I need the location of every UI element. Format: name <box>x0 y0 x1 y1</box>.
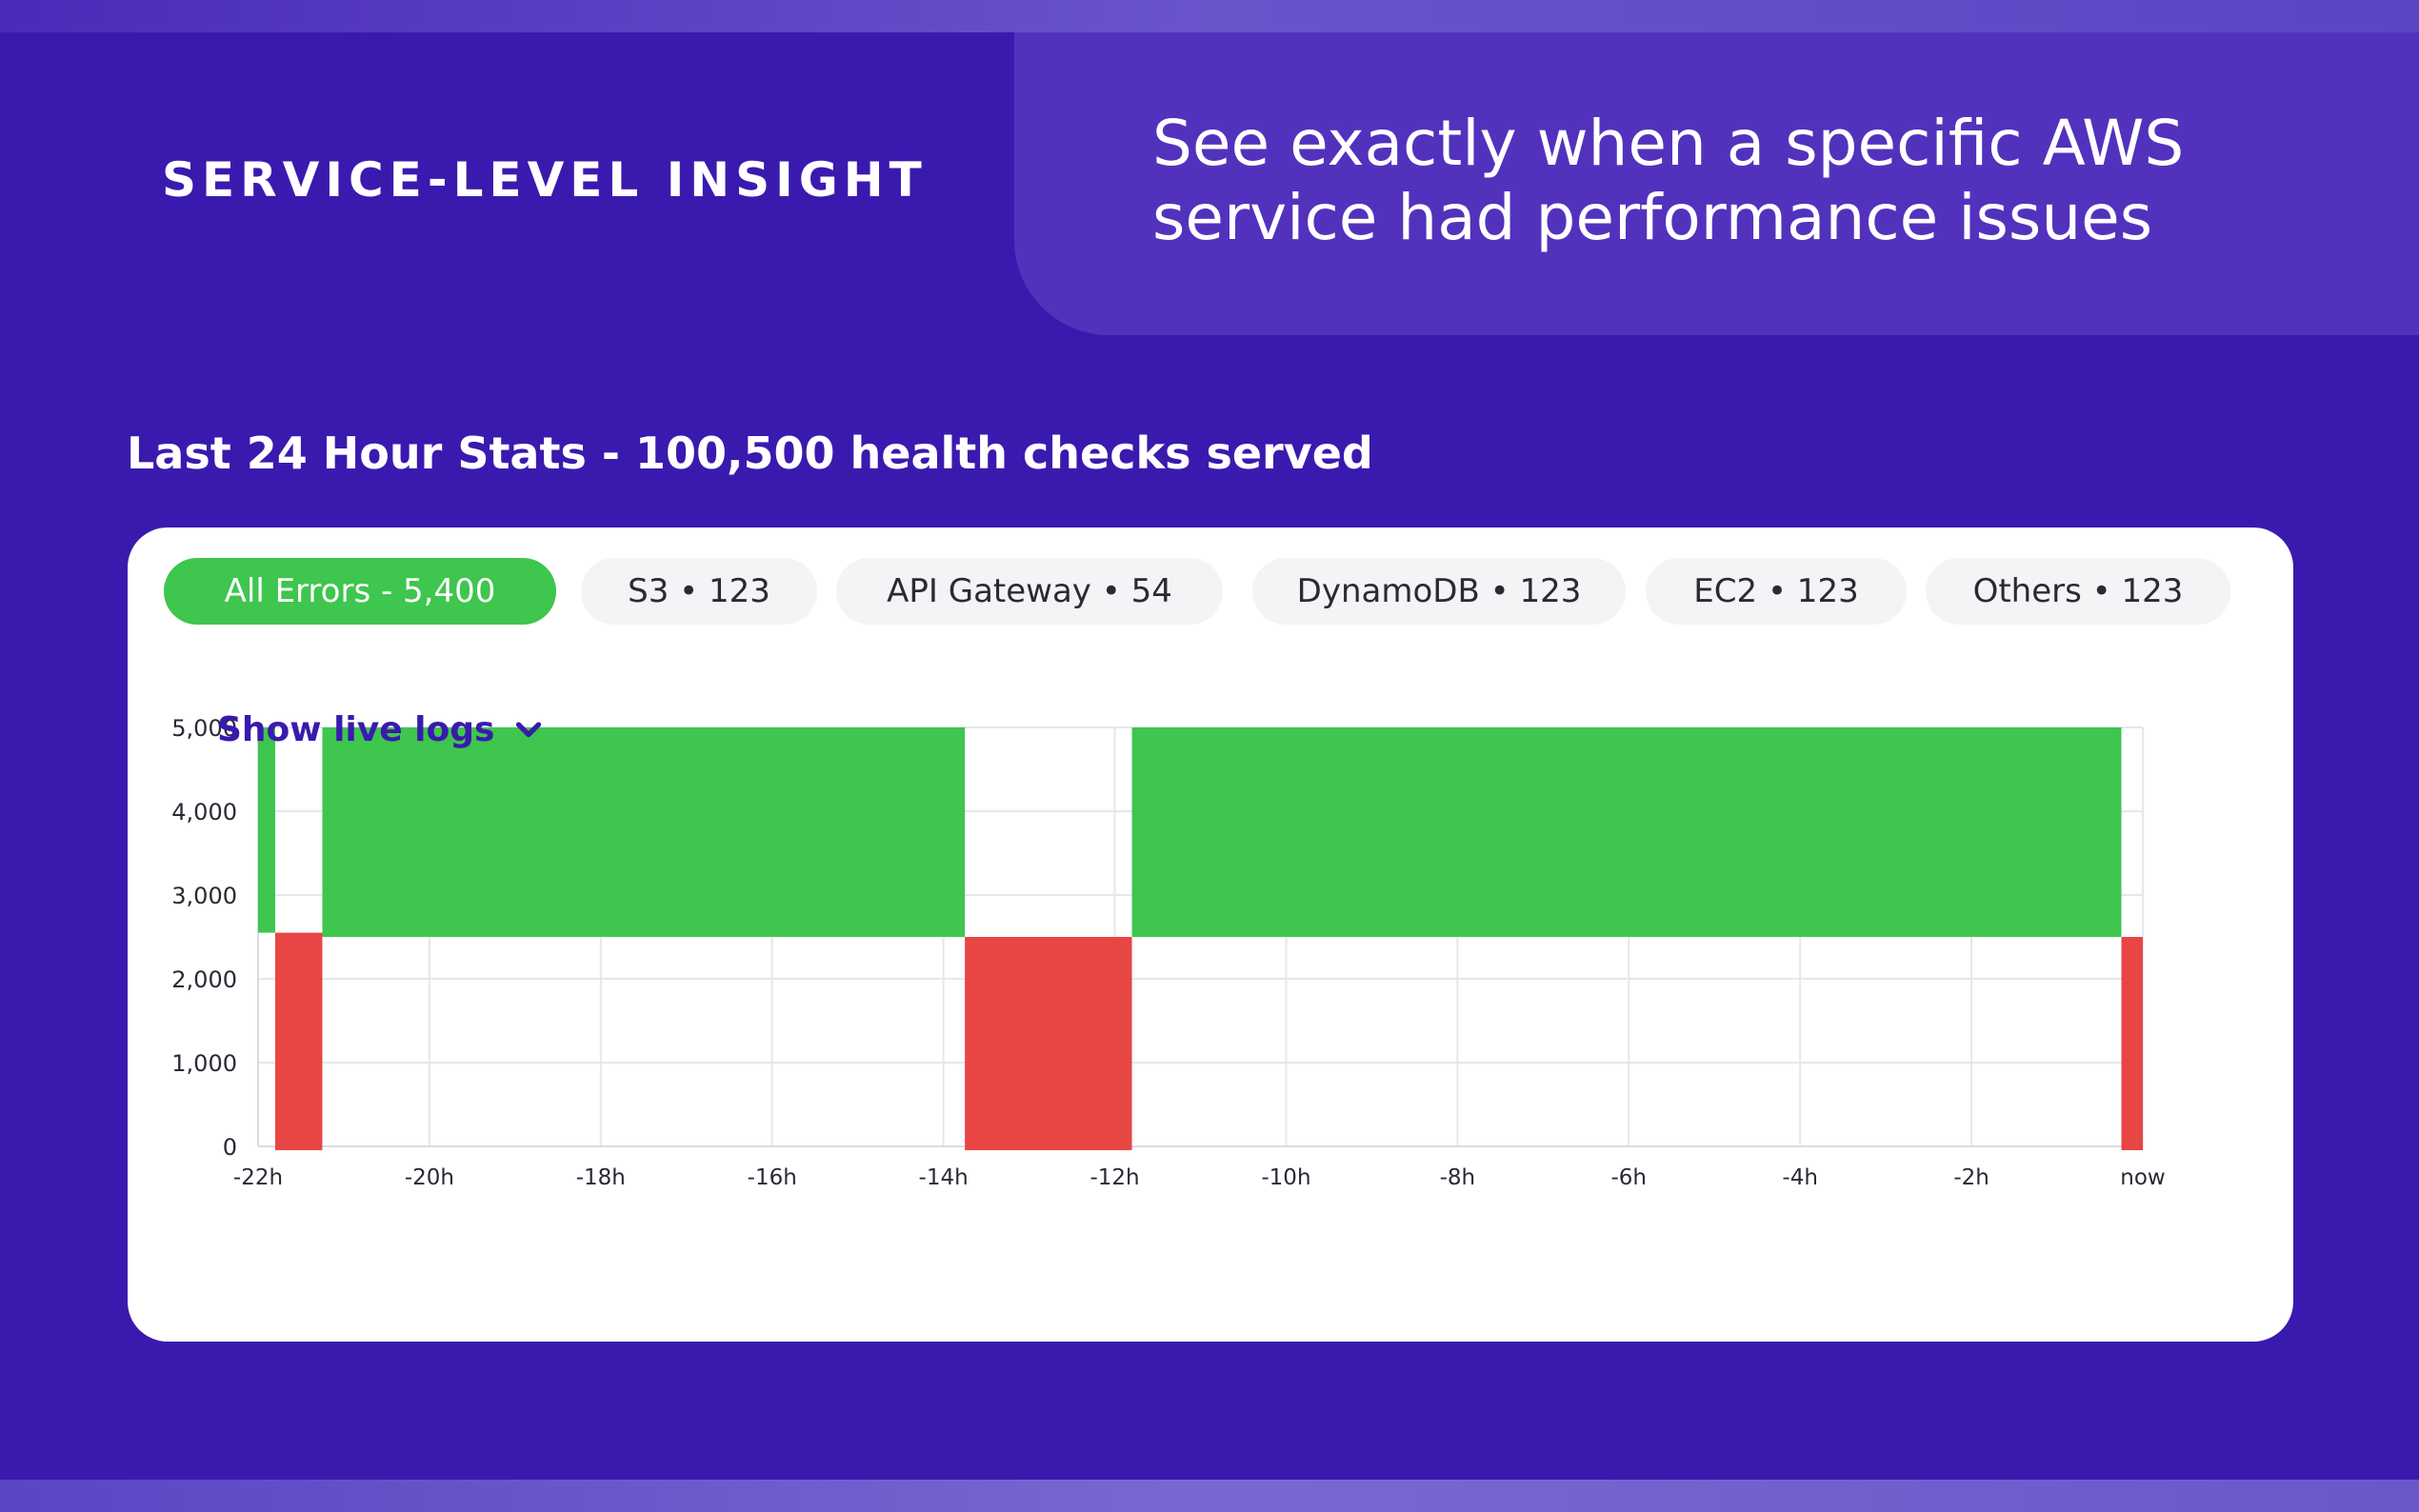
x-tick-label: -16h <box>748 1165 797 1190</box>
show-live-logs-button[interactable]: Show live logs <box>217 710 546 749</box>
y-tick-label: 4,000 <box>171 799 237 826</box>
bar-green-segment <box>1131 727 2122 937</box>
bar-red-segment <box>965 937 1132 1150</box>
bottom-decoration-strip <box>0 1480 2419 1512</box>
x-tick-label: -22h <box>233 1165 283 1190</box>
x-tick-label: -4h <box>1782 1165 1818 1190</box>
top-decoration-strip <box>0 0 2419 32</box>
x-tick-label: -8h <box>1440 1165 1476 1190</box>
section-eyebrow: SERVICE-LEVEL INSIGHT <box>162 152 928 208</box>
chevron-down-icon <box>516 721 542 737</box>
bar-green-segment <box>258 727 275 933</box>
tab-all-errors[interactable]: All Errors - 5,400 <box>164 558 556 625</box>
x-tick-label: -12h <box>1090 1165 1139 1190</box>
y-tick-label: 1,000 <box>171 1050 237 1077</box>
stats-heading: Last 24 Hour Stats - 100,500 health chec… <box>127 428 1373 479</box>
tab-s3[interactable]: S3 • 123 <box>581 558 817 625</box>
bar-red-segment <box>274 932 323 1150</box>
x-tick-label: -2h <box>1953 1165 1989 1190</box>
stats-card: All Errors - 5,400 S3 • 123 API Gateway … <box>128 527 2293 1342</box>
x-tick-label: -6h <box>1611 1165 1648 1190</box>
x-tick-label: -14h <box>919 1165 969 1190</box>
hero-headline: See exactly when a specific AWS service … <box>1152 107 2185 254</box>
error-chart: 0 1,000 2,000 3,000 4,000 5,000 -22h -20h -18h -1… <box>171 715 2165 1190</box>
hero-panel <box>1014 32 2419 335</box>
bar-green-segment <box>322 727 966 937</box>
tab-dynamodb[interactable]: DynamoDB • 123 <box>1252 558 1626 625</box>
y-tick-label: 2,000 <box>171 966 237 993</box>
y-tick-label: 0 <box>223 1134 237 1161</box>
y-tick-label: 5,000 <box>171 715 237 742</box>
tab-ec2[interactable]: EC2 • 123 <box>1646 558 1907 625</box>
tab-api-gateway[interactable]: API Gateway • 54 <box>836 558 1223 625</box>
y-tick-label: 3,000 <box>171 883 237 909</box>
x-tick-label: now <box>2120 1165 2165 1190</box>
bar-red-segment <box>2121 937 2143 1150</box>
show-live-logs-label: Show live logs <box>217 710 495 749</box>
tab-others[interactable]: Others • 123 <box>1926 558 2230 625</box>
x-tick-label: -18h <box>576 1165 626 1190</box>
x-tick-label: -20h <box>405 1165 454 1190</box>
x-tick-label: -10h <box>1261 1165 1310 1190</box>
